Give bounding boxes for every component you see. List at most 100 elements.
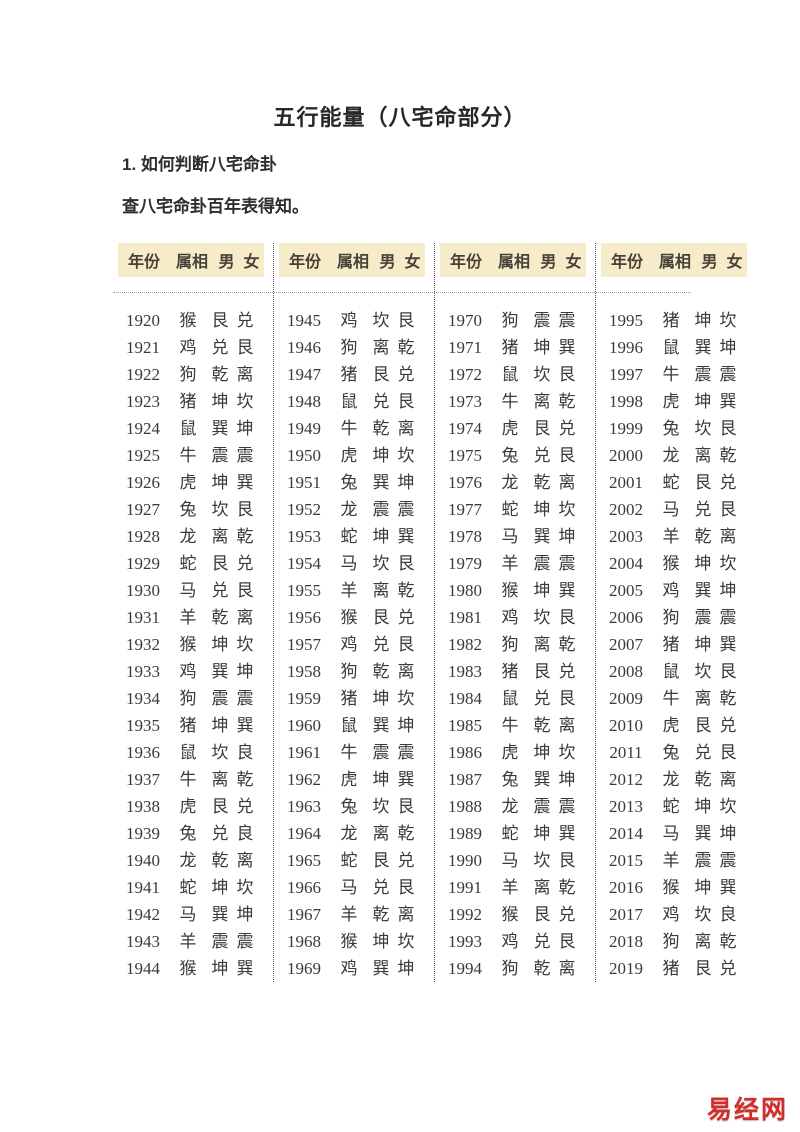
- female-gua-cell: 坤: [558, 527, 576, 546]
- table-header-row: 年份 属相 男 女: [279, 243, 425, 277]
- zodiac-cell: 猪: [340, 689, 358, 708]
- table-row: 1941 蛇 坤 坎: [117, 874, 270, 901]
- female-gua-cell: 兑: [558, 662, 576, 681]
- female-gua-cell: 坎: [236, 635, 254, 654]
- year-cell: 1987: [448, 770, 482, 789]
- male-gua-cell: 兑: [211, 338, 229, 357]
- zodiac-cell: 羊: [501, 878, 519, 897]
- male-gua-cell: 坤: [211, 473, 229, 492]
- zodiac-cell: 猴: [179, 635, 197, 654]
- year-cell: 2012: [609, 770, 643, 789]
- male-gua-cell: 离: [533, 392, 551, 411]
- table-row: 1964 龙 离 乾: [278, 820, 431, 847]
- male-gua-cell: 兑: [533, 932, 551, 951]
- table-row: 2004 猴 坤 坎: [600, 550, 753, 577]
- table-row: 1973 牛 离 乾: [439, 388, 592, 415]
- year-cell: 1964: [287, 824, 321, 843]
- header-year: 年份: [288, 254, 321, 271]
- table-row: 1998 虎 坤 巽: [600, 388, 753, 415]
- female-gua-cell: 离: [236, 365, 254, 384]
- female-gua-cell: 坤: [719, 338, 737, 357]
- female-gua-cell: 艮: [397, 797, 415, 816]
- male-gua-cell: 震: [694, 365, 712, 384]
- zodiac-cell: 马: [340, 878, 358, 897]
- male-gua-cell: 巽: [372, 473, 390, 492]
- male-gua-cell: 艮: [533, 419, 551, 438]
- zodiac-cell: 鼠: [501, 689, 519, 708]
- table-row: 1920 猴 艮 兑: [117, 307, 270, 334]
- table-row: 2007 猪 坤 巽: [600, 631, 753, 658]
- year-cell: 1955: [287, 581, 321, 600]
- female-gua-cell: 坤: [397, 716, 415, 735]
- year-cell: 1965: [287, 851, 321, 870]
- zodiac-cell: 虎: [501, 419, 519, 438]
- male-gua-cell: 坤: [694, 554, 712, 573]
- male-gua-cell: 兑: [533, 446, 551, 465]
- male-gua-cell: 坤: [533, 824, 551, 843]
- male-gua-cell: 坤: [372, 770, 390, 789]
- zodiac-cell: 羊: [340, 905, 358, 924]
- year-cell: 1947: [287, 365, 321, 384]
- year-cell: 1982: [448, 635, 482, 654]
- female-gua-cell: 乾: [558, 635, 576, 654]
- year-cell: 1942: [126, 905, 160, 924]
- zodiac-cell: 猪: [179, 716, 197, 735]
- male-gua-cell: 震: [694, 608, 712, 627]
- zodiac-cell: 龙: [340, 824, 358, 843]
- year-cell: 1920: [126, 311, 160, 330]
- zodiac-cell: 马: [179, 905, 197, 924]
- male-gua-cell: 坤: [211, 878, 229, 897]
- table-row: 1965 蛇 艮 兑: [278, 847, 431, 874]
- header-male: 男: [540, 254, 557, 271]
- male-gua-cell: 乾: [694, 527, 712, 546]
- zodiac-cell: 猴: [179, 959, 197, 978]
- zodiac-cell: 鼠: [179, 743, 197, 762]
- male-gua-cell: 坎: [694, 905, 712, 924]
- female-gua-cell: 震: [236, 446, 254, 465]
- year-cell: 1952: [287, 500, 321, 519]
- year-cell: 1998: [609, 392, 643, 411]
- male-gua-cell: 坤: [694, 797, 712, 816]
- table-row: 1940 龙 乾 离: [117, 847, 270, 874]
- female-gua-cell: 良: [236, 743, 254, 762]
- female-gua-cell: 巽: [719, 392, 737, 411]
- female-gua-cell: 坎: [558, 500, 576, 519]
- zodiac-cell: 马: [662, 500, 680, 519]
- zodiac-cell: 猪: [662, 311, 680, 330]
- zodiac-cell: 猴: [662, 554, 680, 573]
- table-row: 1979 羊 震 震: [439, 550, 592, 577]
- male-gua-cell: 坎: [211, 743, 229, 762]
- year-cell: 1981: [448, 608, 482, 627]
- female-gua-cell: 巽: [397, 770, 415, 789]
- year-cell: 1925: [126, 446, 160, 465]
- zodiac-cell: 鼠: [501, 365, 519, 384]
- zodiac-cell: 鼠: [179, 419, 197, 438]
- male-gua-cell: 坤: [372, 527, 390, 546]
- section-heading: 1. 如何判断八宅命卦: [122, 155, 277, 174]
- table-row: 1935 猪 坤 巽: [117, 712, 270, 739]
- male-gua-cell: 震: [372, 500, 390, 519]
- hundred-year-gua-table: 年份 属相 男 女 1920 猴 艮 兑 1921 鸡 兑 艮 1922 狗 乾…: [113, 243, 747, 982]
- year-cell: 1973: [448, 392, 482, 411]
- female-gua-cell: 坤: [719, 581, 737, 600]
- year-cell: 1996: [609, 338, 643, 357]
- male-gua-cell: 坤: [694, 878, 712, 897]
- zodiac-cell: 鸡: [662, 581, 680, 600]
- year-cell: 1961: [287, 743, 321, 762]
- table-row: 1976 龙 乾 离: [439, 469, 592, 496]
- female-gua-cell: 乾: [397, 338, 415, 357]
- year-cell: 1951: [287, 473, 321, 492]
- table-row: 1967 羊 乾 离: [278, 901, 431, 928]
- table-row: 1936 鼠 坎 良: [117, 739, 270, 766]
- year-cell: 1933: [126, 662, 160, 681]
- male-gua-cell: 艮: [533, 905, 551, 924]
- table-column-group: 年份 属相 男 女 1970 狗 震 震 1971 猪 坤 巽 1972 鼠 坎…: [435, 243, 596, 982]
- year-cell: 1963: [287, 797, 321, 816]
- female-gua-cell: 巽: [558, 581, 576, 600]
- year-cell: 1993: [448, 932, 482, 951]
- zodiac-cell: 蛇: [501, 824, 519, 843]
- header-divider-line: [113, 292, 691, 293]
- year-cell: 1990: [448, 851, 482, 870]
- zodiac-cell: 虎: [340, 770, 358, 789]
- table-row: 1983 猪 艮 兑: [439, 658, 592, 685]
